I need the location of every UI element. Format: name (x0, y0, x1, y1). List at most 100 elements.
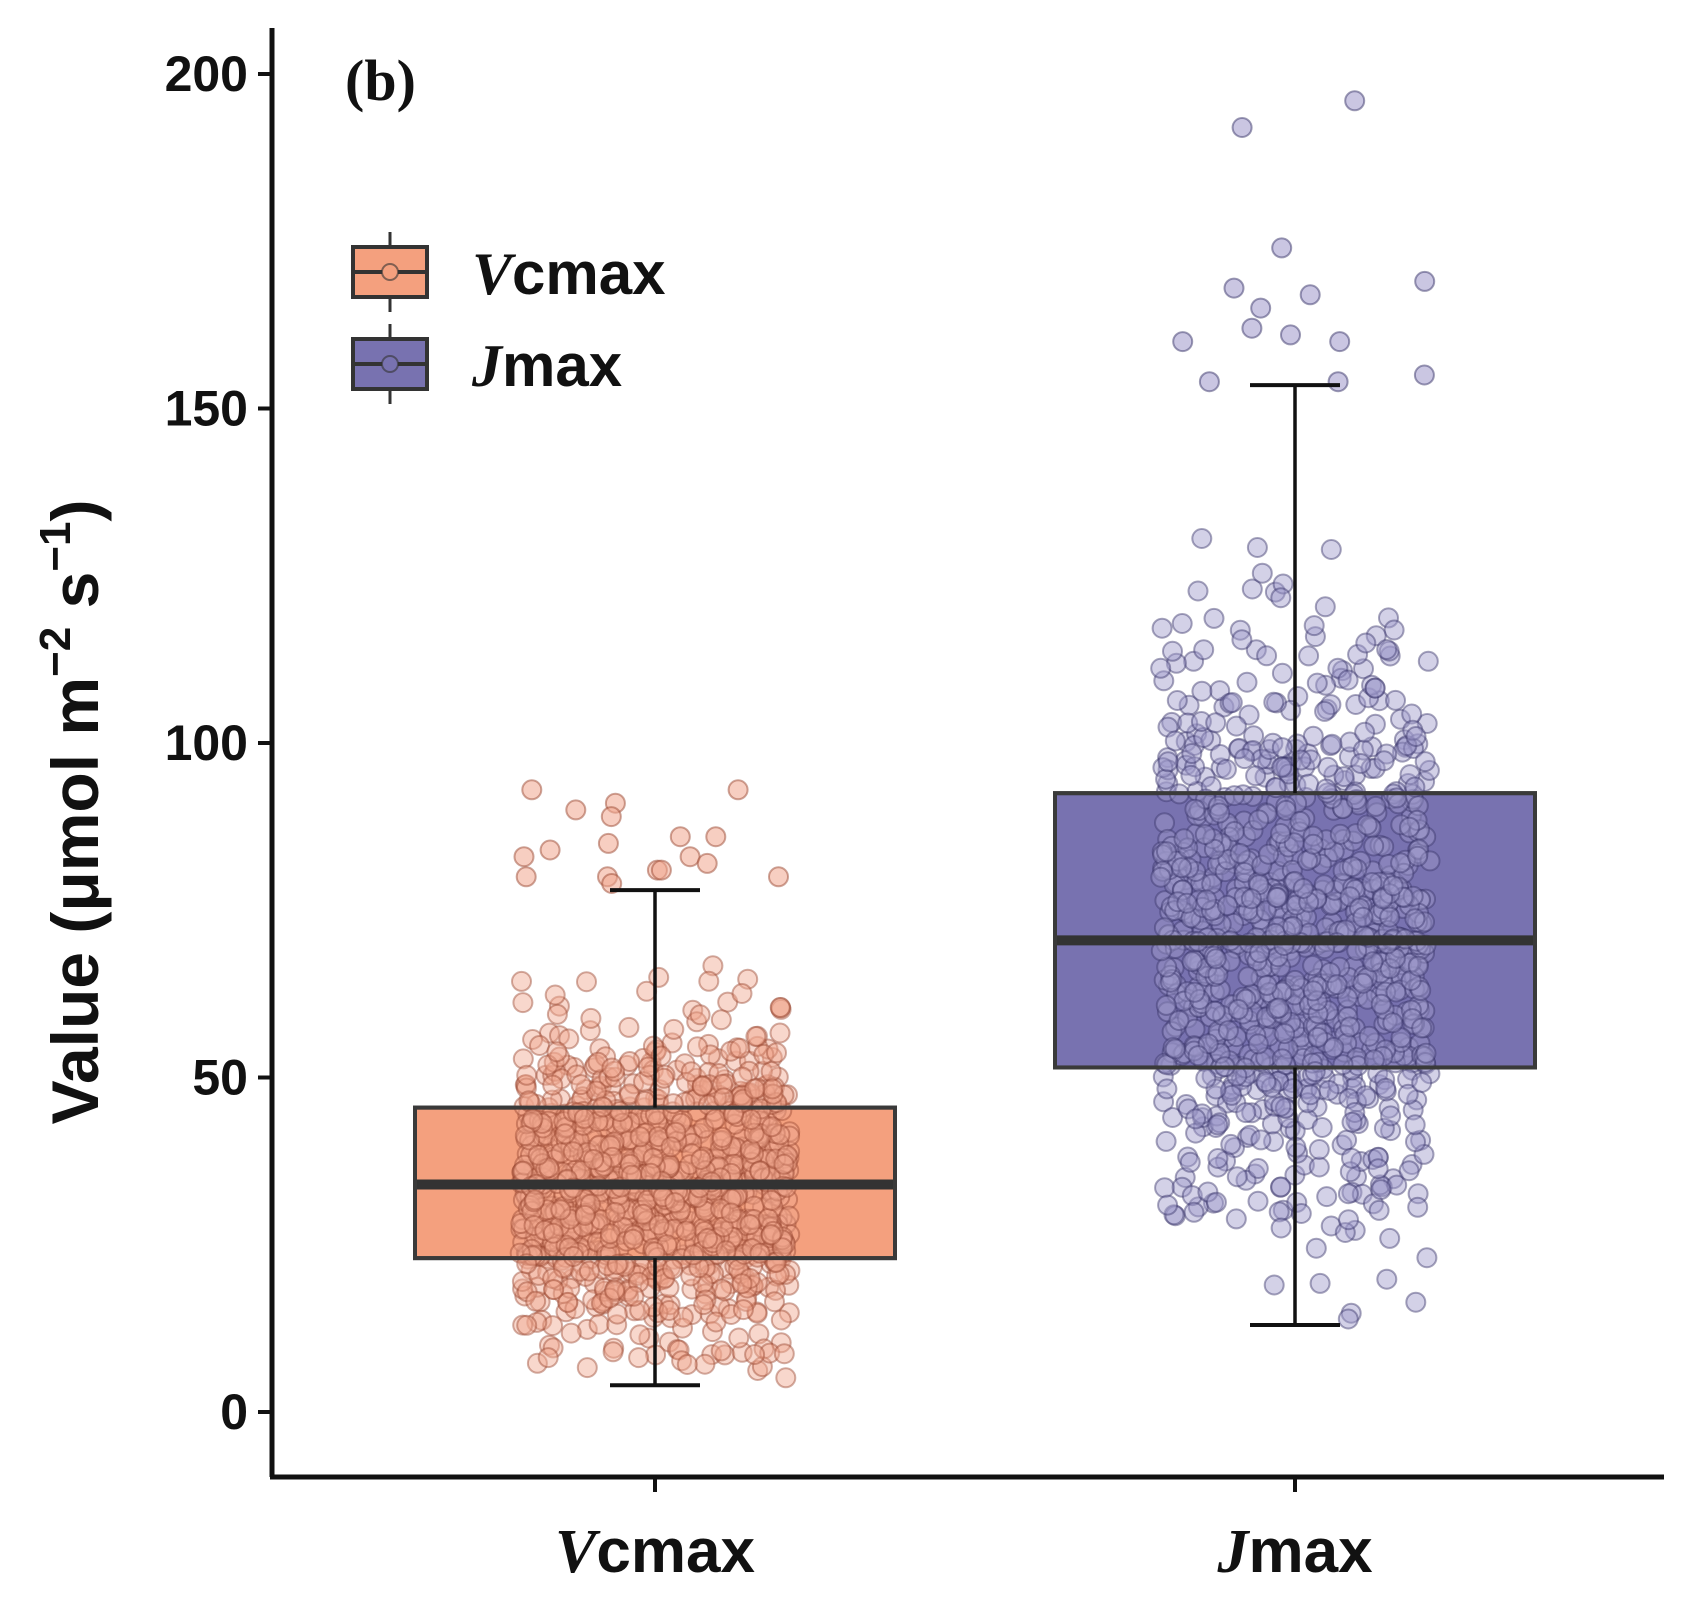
data-point (654, 1131, 676, 1153)
data-point (627, 1219, 649, 1241)
data-point (774, 1233, 796, 1255)
data-point (771, 1229, 793, 1251)
outlier-point (1413, 364, 1435, 386)
x-tick-label-vcmax: Vcmax (555, 1517, 755, 1586)
data-point (645, 1131, 667, 1152)
data-point (760, 1215, 782, 1237)
data-point (618, 1085, 640, 1106)
data-point (691, 1075, 713, 1097)
data-point (1371, 880, 1393, 902)
data-point (690, 1207, 712, 1229)
data-point (537, 1347, 559, 1369)
data-point (647, 1126, 669, 1148)
data-point (605, 1121, 627, 1143)
outlier-point (1280, 324, 1301, 346)
data-point (543, 1051, 565, 1073)
data-point (660, 1136, 682, 1158)
data-point (619, 1111, 641, 1133)
data-point (1223, 785, 1245, 807)
data-point (1326, 974, 1348, 996)
data-point (576, 1318, 598, 1340)
data-point (736, 1081, 758, 1103)
data-point (693, 1193, 714, 1215)
data-point (778, 1147, 800, 1169)
data-point (757, 1130, 779, 1152)
data-point (693, 1146, 714, 1168)
data-point (542, 1064, 564, 1086)
data-point (650, 1104, 672, 1126)
data-point (740, 1109, 762, 1130)
data-point (602, 1135, 624, 1157)
data-point (703, 1110, 725, 1132)
data-point (759, 1216, 781, 1238)
data-point (620, 1199, 642, 1221)
data-point (1247, 1033, 1269, 1055)
data-point (589, 1134, 611, 1156)
data-point (589, 1038, 611, 1060)
data-point (542, 1146, 564, 1168)
data-point (1298, 645, 1320, 667)
data-point (731, 983, 753, 1004)
data-point (1373, 750, 1395, 772)
data-point (641, 1223, 663, 1245)
data-point (725, 1137, 747, 1159)
data-point (662, 1210, 684, 1232)
data-point (722, 1226, 744, 1248)
data-point (770, 1309, 792, 1331)
data-point (1375, 967, 1397, 989)
data-point (1184, 981, 1206, 1003)
data-point (537, 1261, 559, 1283)
data-point (1411, 1072, 1433, 1093)
data-point (1391, 878, 1413, 900)
data-point (1185, 1108, 1207, 1130)
data-point (748, 1225, 770, 1247)
data-point (776, 1144, 798, 1166)
data-point (555, 1213, 577, 1235)
data-point (1247, 1158, 1269, 1179)
data-point (718, 1189, 740, 1211)
data-point (624, 1156, 646, 1178)
data-point (542, 1074, 564, 1096)
data-point (557, 1291, 579, 1313)
data-point (605, 1115, 627, 1137)
data-point (613, 1195, 635, 1216)
data-point (1384, 961, 1406, 983)
data-point (587, 1111, 609, 1132)
data-point (573, 1107, 595, 1129)
data-point (1227, 999, 1249, 1020)
data-point (762, 1220, 784, 1242)
y-tick-label: 200 (165, 46, 248, 102)
data-point (769, 997, 791, 1018)
data-point (653, 1217, 675, 1239)
data-point (612, 1212, 634, 1234)
data-point (1315, 778, 1337, 800)
data-point (1341, 1078, 1363, 1100)
data-point (655, 1158, 677, 1180)
data-point (675, 1220, 697, 1242)
data-point (1308, 1139, 1330, 1160)
data-point (620, 1223, 642, 1245)
data-point (739, 1268, 761, 1289)
data-point (660, 1122, 682, 1144)
data-point (1336, 1129, 1358, 1151)
data-point (606, 1314, 628, 1336)
data-point (554, 1117, 576, 1139)
y-ticks: 0 50 100 150 200 (165, 46, 272, 1440)
data-point (579, 1139, 601, 1161)
data-point (773, 1084, 795, 1106)
outlier-points-layer (413, 90, 1537, 1389)
data-point (549, 1215, 571, 1237)
data-point (612, 1198, 634, 1220)
data-point (650, 1118, 671, 1139)
data-point (1350, 753, 1372, 774)
data-point (735, 1220, 757, 1242)
data-point (664, 1192, 686, 1214)
data-point (1369, 834, 1391, 856)
data-point (779, 1125, 801, 1147)
data-point (1215, 758, 1237, 780)
data-point (568, 1218, 590, 1240)
data-point (527, 1144, 549, 1166)
data-point (708, 1146, 729, 1168)
data-point (711, 1278, 733, 1300)
data-point (587, 1213, 609, 1235)
